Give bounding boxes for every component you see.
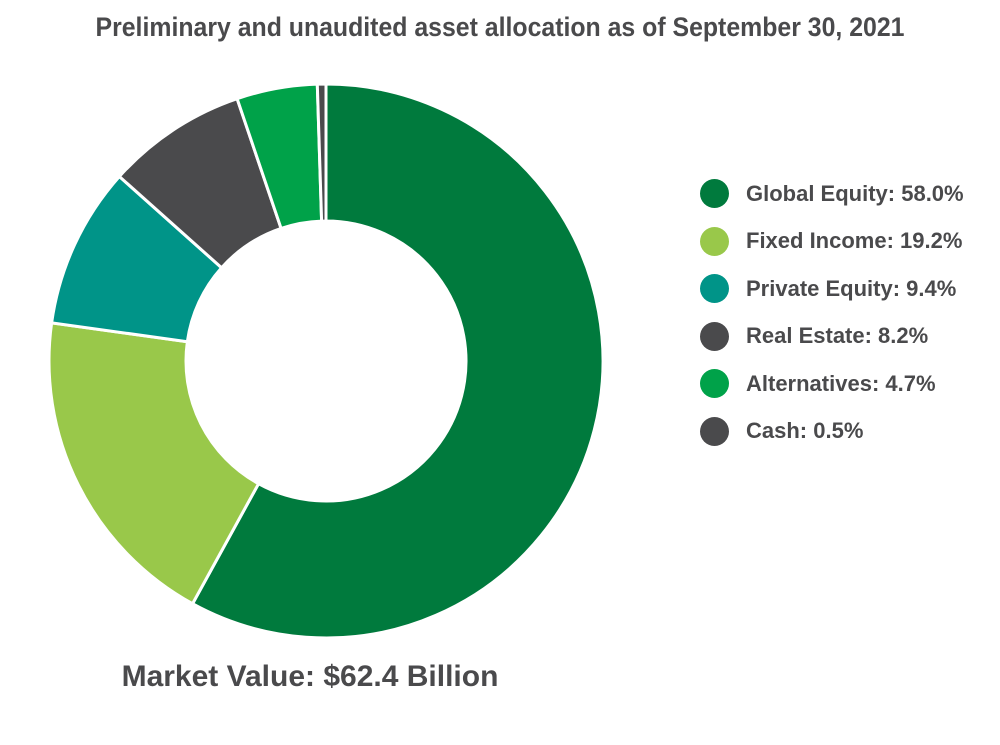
legend-swatch-real-estate <box>700 321 729 351</box>
legend-swatch-private-equity <box>700 274 729 304</box>
slice-cash <box>315 82 328 223</box>
chart-legend: Global Equity: 58.0% Fixed Income: 19.2%… <box>700 170 964 455</box>
legend-swatch-cash <box>700 416 729 446</box>
legend-item-cash: Cash: 0.5% <box>700 408 964 456</box>
legend-label-real-estate: Real Estate: 8.2% <box>746 323 929 349</box>
legend-item-alternatives: Alternatives: 4.7% <box>700 360 964 408</box>
legend-item-global-equity: Global Equity: 58.0% <box>700 170 964 218</box>
slice-global-equity <box>190 82 605 640</box>
market-value-label: Market Value: $62.4 Billion <box>121 660 499 693</box>
legend-label-private-equity: Private Equity: 9.4% <box>746 275 957 301</box>
legend-label-cash: Cash: 0.5% <box>746 418 864 444</box>
legend-swatch-alternatives <box>700 369 729 399</box>
legend-item-real-estate: Real Estate: 8.2% <box>700 313 964 361</box>
legend-item-fixed-income: Fixed Income: 19.2% <box>700 218 964 266</box>
legend-swatch-global-equity <box>700 179 729 209</box>
slice-fixed-income <box>47 321 261 606</box>
legend-label-fixed-income: Fixed Income: 19.2% <box>746 228 963 254</box>
legend-item-private-equity: Private Equity: 9.4% <box>700 265 964 313</box>
legend-label-alternatives: Alternatives: 4.7% <box>746 370 936 396</box>
legend-label-global-equity: Global Equity: 58.0% <box>746 180 964 206</box>
chart-title: Preliminary and unaudited asset allocati… <box>95 12 905 42</box>
legend-swatch-fixed-income <box>700 226 729 256</box>
